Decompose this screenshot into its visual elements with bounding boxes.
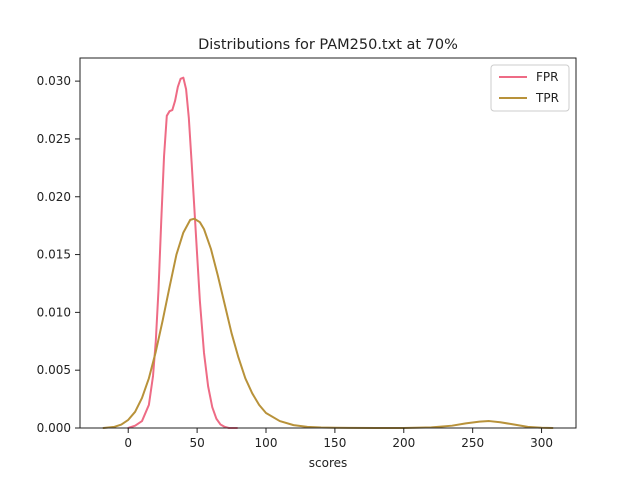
x-tick-label: 0 <box>124 436 132 450</box>
chart-title: Distributions for PAM250.txt at 70% <box>198 37 458 53</box>
series-layer <box>102 76 554 429</box>
y-axis: 0.000 0.005 0.010 0.015 0.020 0.025 0.030 <box>37 74 80 435</box>
legend-label-tpr: TPR <box>535 91 559 105</box>
y-tick-label: 0.000 <box>37 421 71 435</box>
x-tick-label: 100 <box>255 436 278 450</box>
x-tick-label: 150 <box>323 436 346 450</box>
plot-frame <box>79 57 577 429</box>
x-axis: 0 50 100 150 200 250 300 <box>124 428 553 450</box>
series-line-fpr <box>127 76 239 429</box>
x-tick-label: 50 <box>189 436 204 450</box>
y-tick-label: 0.005 <box>37 363 71 377</box>
y-tick-label: 0.020 <box>37 190 71 204</box>
legend-label-fpr: FPR <box>536 70 558 84</box>
x-tick-label: 250 <box>461 436 484 450</box>
y-tick-label: 0.010 <box>37 305 71 319</box>
y-tick-label: 0.015 <box>37 248 71 262</box>
y-tick-label: 0.025 <box>37 132 71 146</box>
x-tick-label: 300 <box>530 436 553 450</box>
legend: FPR TPR <box>490 64 570 112</box>
y-tick-label: 0.030 <box>37 74 71 88</box>
series-line-tpr <box>102 217 554 429</box>
x-tick-label: 200 <box>392 436 415 450</box>
x-axis-label: scores <box>309 456 348 470</box>
